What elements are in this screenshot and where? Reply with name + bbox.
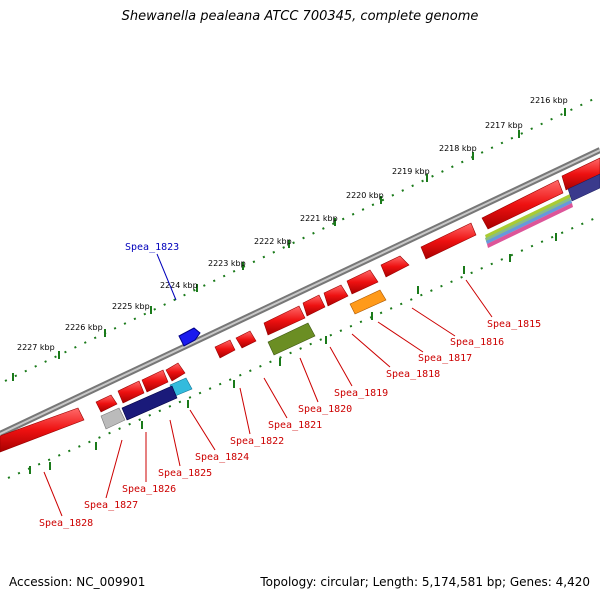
kbp-label: 2216 kbp — [530, 96, 568, 105]
gene-label-spea-1815[interactable]: Spea_1815 — [487, 319, 541, 330]
leader-line — [169, 419, 181, 467]
cds-spea-1828a[interactable] — [95, 394, 118, 413]
gene-label-spea-1818[interactable]: Spea_1818 — [386, 369, 440, 380]
cds-spea-1817[interactable] — [420, 222, 477, 260]
gene-label-spea-1817[interactable]: Spea_1817 — [418, 353, 472, 364]
kbp-label: 2226 kbp — [65, 323, 103, 332]
leader-line — [377, 321, 424, 353]
cds-spea-1823b[interactable] — [235, 330, 257, 349]
leader-line — [299, 357, 319, 403]
cds-features — [0, 157, 600, 453]
kbp-label: 2220 kbp — [346, 191, 384, 200]
kbp-label: 2223 kbp — [208, 259, 246, 268]
cds-spea-1820[interactable] — [323, 284, 349, 307]
leader-line — [105, 439, 123, 499]
gene-label-spea-1819[interactable]: Spea_1819 — [334, 388, 388, 399]
gene-label-spea-1816[interactable]: Spea_1816 — [450, 337, 504, 348]
leader-line — [189, 409, 216, 451]
gene-label-spea-1824[interactable]: Spea_1824 — [195, 452, 249, 463]
genome-summary: Topology: circular; Length: 5,174,581 bp… — [260, 575, 590, 589]
gene-label-spea-1825[interactable]: Spea_1825 — [158, 468, 212, 479]
label-leader-lines — [43, 253, 493, 517]
feature-rna-multicolor-2[interactable] — [486, 200, 572, 244]
feature-rna-multicolor-3[interactable] — [487, 203, 573, 248]
inner-ruler — [7, 215, 600, 479]
leader-line — [465, 279, 493, 318]
leader-line — [351, 333, 391, 368]
cds-spea-1818[interactable] — [380, 255, 410, 278]
cds-spea-1824[interactable] — [214, 339, 236, 359]
cds-spea-1815[interactable] — [561, 157, 600, 191]
leader-line — [411, 307, 456, 337]
leader-line — [43, 471, 63, 517]
cds-spea-1828[interactable] — [0, 407, 85, 453]
gene-labels: Spea_1815 Spea_1816 Spea_1817 Spea_1818 Spea… — [39, 242, 541, 529]
map-title: Shewanella pealeana ATCC 700345, complet… — [121, 9, 479, 24]
kbp-labels: 2216 kbp 2217 kbp 2218 kbp 2219 kbp 2220 kbp… — [17, 96, 568, 352]
feature-rna-multicolor-4[interactable] — [485, 194, 571, 238]
gene-label-spea-1828[interactable]: Spea_1828 — [39, 518, 93, 529]
feature-navy-2[interactable] — [121, 385, 178, 421]
outer-ruler-ticks — [12, 108, 566, 381]
kbp-label: 2217 kbp — [485, 121, 523, 130]
cds-spea-1825[interactable] — [165, 362, 186, 382]
kbp-label: 2222 kbp — [254, 237, 292, 246]
kbp-label: 2224 kbp — [160, 281, 198, 290]
feature-boxes — [100, 173, 600, 430]
cds-spea-1826[interactable] — [141, 369, 169, 393]
gene-label-spea-1823[interactable]: Spea_1823 — [125, 242, 179, 253]
inner-ruler-ticks — [29, 233, 557, 474]
feature-navy-1[interactable] — [567, 173, 600, 202]
kbp-label: 2221 kbp — [300, 214, 338, 223]
gene-spea-1823-shape[interactable] — [178, 327, 201, 347]
leader-line — [329, 346, 353, 387]
cds-spea-1827[interactable] — [117, 380, 145, 404]
feature-grey[interactable] — [100, 407, 126, 430]
kbp-label: 2219 kbp — [392, 167, 430, 176]
cds-spea-1819[interactable] — [346, 269, 379, 295]
leader-line — [239, 387, 251, 435]
gene-label-spea-1826[interactable]: Spea_1826 — [122, 484, 176, 495]
feature-orange[interactable] — [349, 289, 387, 315]
leader-line — [263, 377, 288, 419]
gene-label-spea-1827[interactable]: Spea_1827 — [84, 500, 138, 511]
cds-spea-1822[interactable] — [263, 305, 306, 336]
kbp-label: 2225 kbp — [112, 302, 150, 311]
gene-label-spea-1821[interactable]: Spea_1821 — [268, 420, 322, 431]
gene-label-spea-1820[interactable]: Spea_1820 — [298, 404, 352, 415]
kbp-label: 2218 kbp — [439, 144, 477, 153]
accession-text: Accession: NC_009901 — [9, 575, 146, 589]
feature-olive[interactable] — [267, 322, 316, 356]
cds-spea-1821[interactable] — [302, 294, 326, 317]
gene-label-spea-1822[interactable]: Spea_1822 — [230, 436, 284, 447]
kbp-label: 2227 kbp — [17, 343, 55, 352]
leader-line — [156, 253, 177, 301]
cds-spea-1816[interactable] — [481, 179, 564, 230]
